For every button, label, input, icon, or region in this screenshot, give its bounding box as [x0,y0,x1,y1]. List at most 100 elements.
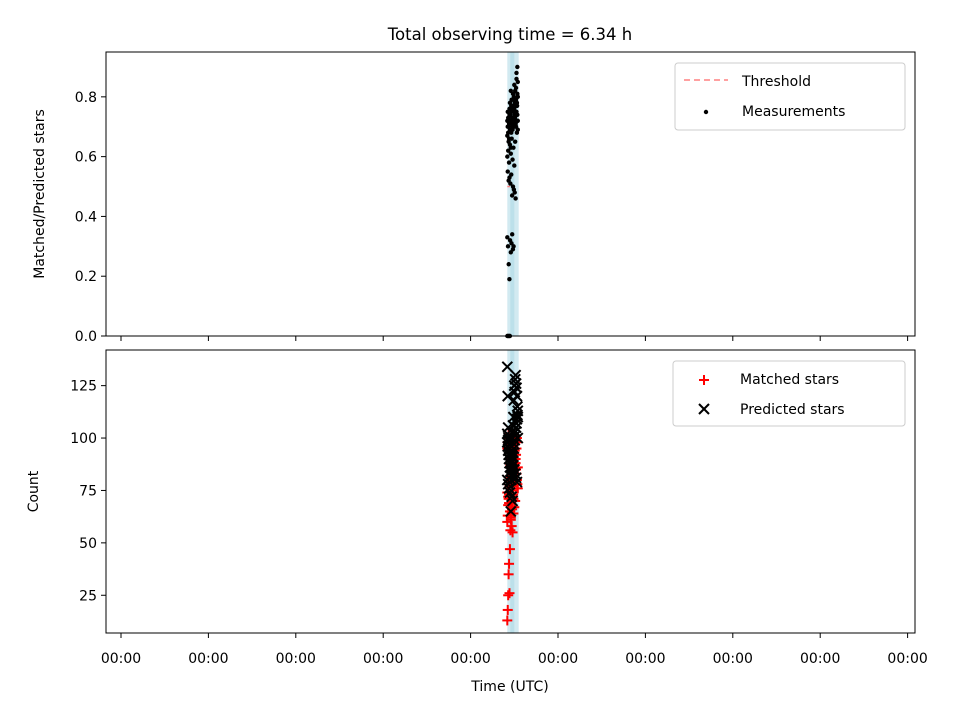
predicted-star-point [511,476,523,488]
measurement-point [509,136,514,141]
predicted-star-point [503,482,515,495]
legend-measurements-label: Measurements [742,104,845,120]
measurement-point [509,193,515,198]
measurement-point [515,91,520,97]
bottom-x-tick-label: 00:00 [887,651,927,667]
predicted-star-point [511,409,524,421]
measurement-point [506,262,511,267]
measurement-point [505,244,511,249]
measurement-point [505,133,510,138]
measurement-point [511,145,516,150]
measurement-point [514,103,520,109]
legend-predicted-label: Predicted stars [740,402,845,418]
measurement-point [508,88,514,94]
bottom-y-tick-label: 125 [70,379,97,395]
measurement-point [512,139,518,144]
measurement-point [512,190,517,195]
legend-matched-label: Matched stars [740,372,839,388]
bottom-y-axis-label: Count [26,470,42,512]
bottom-y-ticks: 25 50 75 100 125 [70,379,106,604]
predicted-star-point [502,434,514,446]
matched-star-point [502,604,513,615]
bottom-x-tick-label: 00:00 [450,651,490,667]
predicted-star-point [511,400,524,413]
predicted-star-point [512,432,524,444]
legend-predicted-swatch [698,403,710,415]
measurement-point [505,148,511,153]
bottom-x-tick-label: 00:00 [101,651,141,667]
measurement-point [511,118,516,123]
bottom-x-ticks: 00:00 00:00 00:00 00:00 00:00 00:00 00:00 00:00… [101,633,928,667]
measurement-point [512,163,517,168]
figure-title: Total observing time = 6.34 h [387,25,632,44]
top-y-tick-label: 0.4 [75,209,97,225]
measurement-point [515,79,520,85]
matched-star-point [507,527,518,538]
top-y-axis-label: Matched/Predicted stars [32,109,48,279]
predicted-star-point [502,390,514,402]
measurement-point [515,127,520,132]
bottom-x-tick-label: 00:00 [713,651,753,667]
predicted-star-point [505,451,518,463]
bottom-y-tick-label: 75 [79,483,97,499]
predicted-star-point [508,463,521,476]
matched-star-point [504,558,515,569]
top-y-tick-label: 0.6 [75,150,97,166]
top-legend: Threshold Measurements [674,62,906,131]
predicted-star-point [506,455,519,467]
bottom-axes-frame [105,349,916,634]
bottom-x-tick-label: 00:00 [188,651,228,667]
measurement-point [513,85,519,91]
bottom-x-tick-label: 00:00 [538,651,578,667]
predicted-star-point [509,467,521,480]
legend-matched-swatch [699,375,709,385]
bottom-x-tick-label: 00:00 [276,651,316,667]
measurement-point [507,142,513,147]
top-y-tick-label: 0.8 [75,90,97,106]
measurement-point [512,124,517,129]
measurement-point [505,169,510,174]
predicted-star-point [501,361,514,373]
predicted-star-point [506,495,519,507]
predicted-star-point [507,459,520,472]
measurement-point [510,106,515,112]
measurement-point [506,160,512,165]
measurement-point [510,157,515,162]
predicted-star-point [504,442,516,455]
matched-star-point [502,615,513,626]
legend-measurements-swatch [703,109,709,115]
predicted-star-point [501,474,514,486]
measurement-point [505,154,510,159]
bottom-x-tick-label: 00:00 [363,651,403,667]
bottom-legend: Matched stars Predicted stars [672,360,906,427]
measurement-point [510,232,515,237]
top-x-ticks [120,336,909,341]
x-axis-label: Time (UTC) [470,679,548,695]
measurement-point [509,97,514,103]
matched-star-point [504,588,515,599]
bottom-x-tick-label: 00:00 [800,651,840,667]
measurement-point [508,181,513,186]
predicted-star-point [505,505,517,518]
matched-star-point [504,544,515,555]
legend-threshold-label: Threshold [741,74,811,90]
measurement-point [509,130,514,135]
measurement-point [513,196,518,201]
top-y-ticks: 0.0 0.2 0.4 0.6 0.8 [75,90,106,345]
top-y-tick-label: 0.0 [75,329,97,345]
measurement-point [515,64,520,70]
measurement-point [514,112,519,117]
measurement-point [508,151,514,156]
bottom-predicted-points [501,361,524,518]
predicted-star-point [511,390,523,402]
matched-star-point [503,569,514,580]
predicted-star-point [502,478,514,490]
bottom-x-tick-label: 00:00 [625,651,665,667]
predicted-star-point [505,491,518,503]
bottom-legend-box [672,360,906,427]
measurement-point [509,172,514,177]
predicted-star-point [510,472,522,484]
measurement-point [511,244,516,249]
top-axes-frame [105,51,916,337]
